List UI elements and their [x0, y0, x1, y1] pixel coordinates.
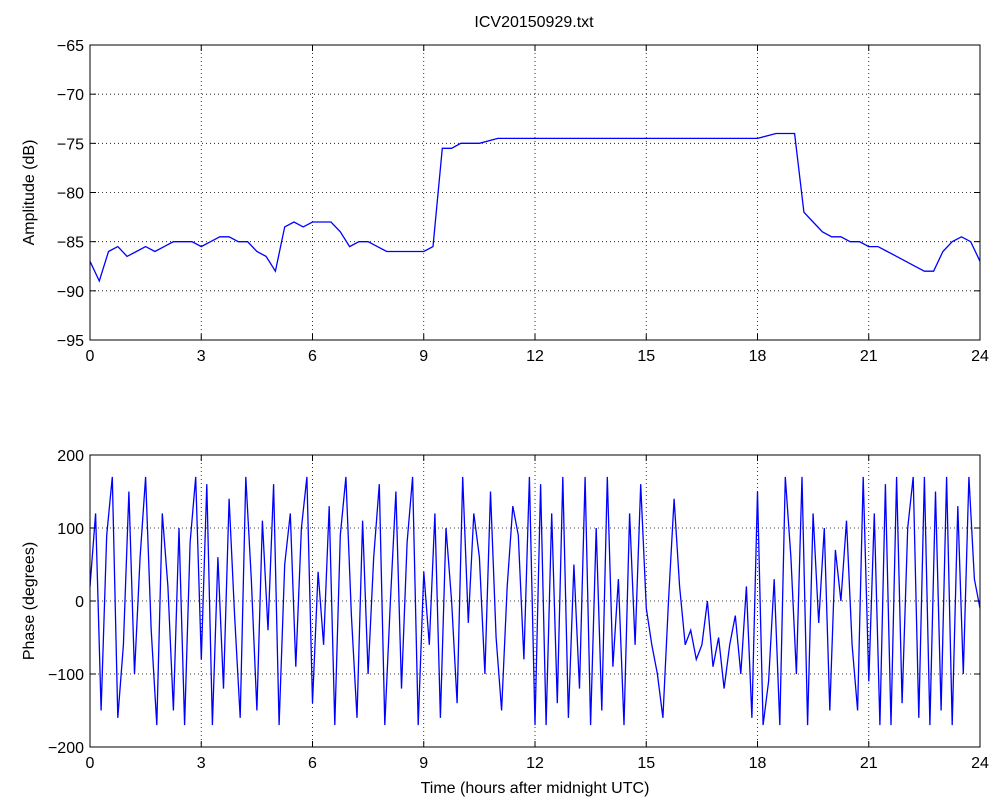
phase-x-axis-label: Time (hours after midnight UTC) — [421, 780, 650, 797]
amplitude-y-tick-label: −95 — [57, 333, 84, 350]
phase-ticks: 0 3 6 9 12 15 18 21 24 −200 −100 0 100 200 — [48, 448, 989, 772]
chart-title: ICV20150929.txt — [474, 14, 594, 31]
amplitude-y-tick-label: −70 — [57, 87, 84, 104]
phase-x-tick-label: 15 — [637, 755, 655, 772]
amplitude-x-tick-label: 12 — [526, 348, 544, 365]
phase-y-axis-label: Phase (degrees) — [21, 542, 38, 660]
amplitude-x-tick-label: 0 — [86, 348, 95, 365]
phase-y-tick-label: 200 — [57, 448, 84, 465]
amplitude-y-tick-label: −80 — [57, 186, 84, 203]
amplitude-x-tick-label: 24 — [971, 348, 989, 365]
amplitude-y-axis-label: Amplitude (dB) — [21, 140, 38, 246]
phase-y-tick-label: −200 — [48, 740, 84, 757]
phase-x-tick-label: 3 — [197, 755, 206, 772]
phase-x-tick-label: 18 — [749, 755, 767, 772]
amplitude-x-tick-label: 3 — [197, 348, 206, 365]
amplitude-y-tick-label: −90 — [57, 284, 84, 301]
phase-y-tick-label: 100 — [57, 521, 84, 538]
amplitude-ticks: 0 3 6 9 12 15 18 21 24 −95 −90 −85 −80 −75 −70 −65 — [57, 38, 989, 365]
amplitude-x-tick-label: 6 — [308, 348, 317, 365]
phase-x-tick-label: 6 — [308, 755, 317, 772]
phase-x-tick-label: 21 — [860, 755, 878, 772]
amplitude-y-tick-label: −75 — [57, 136, 84, 153]
amplitude-y-tick-label: −85 — [57, 235, 84, 252]
phase-x-tick-label: 24 — [971, 755, 989, 772]
phase-panel: 0 3 6 9 12 15 18 21 24 −200 −100 0 100 200 Phase (deg… — [21, 448, 989, 797]
phase-x-tick-label: 9 — [419, 755, 428, 772]
phase-x-tick-label: 12 — [526, 755, 544, 772]
amplitude-series-line — [89, 132, 981, 283]
amplitude-y-tick-label: −65 — [57, 38, 84, 55]
amplitude-x-tick-label: 15 — [637, 348, 655, 365]
phase-y-tick-label: −100 — [48, 667, 84, 684]
amplitude-panel: 0 3 6 9 12 15 18 21 24 −95 −90 −85 −80 −75 −70 −65 Ampl… — [21, 38, 989, 365]
amplitude-x-tick-label: 18 — [749, 348, 767, 365]
phase-y-tick-label: 0 — [75, 594, 84, 611]
phase-series-line — [89, 476, 981, 726]
amplitude-x-tick-label: 21 — [860, 348, 878, 365]
phase-x-tick-label: 0 — [86, 755, 95, 772]
amplitude-x-tick-label: 9 — [419, 348, 428, 365]
